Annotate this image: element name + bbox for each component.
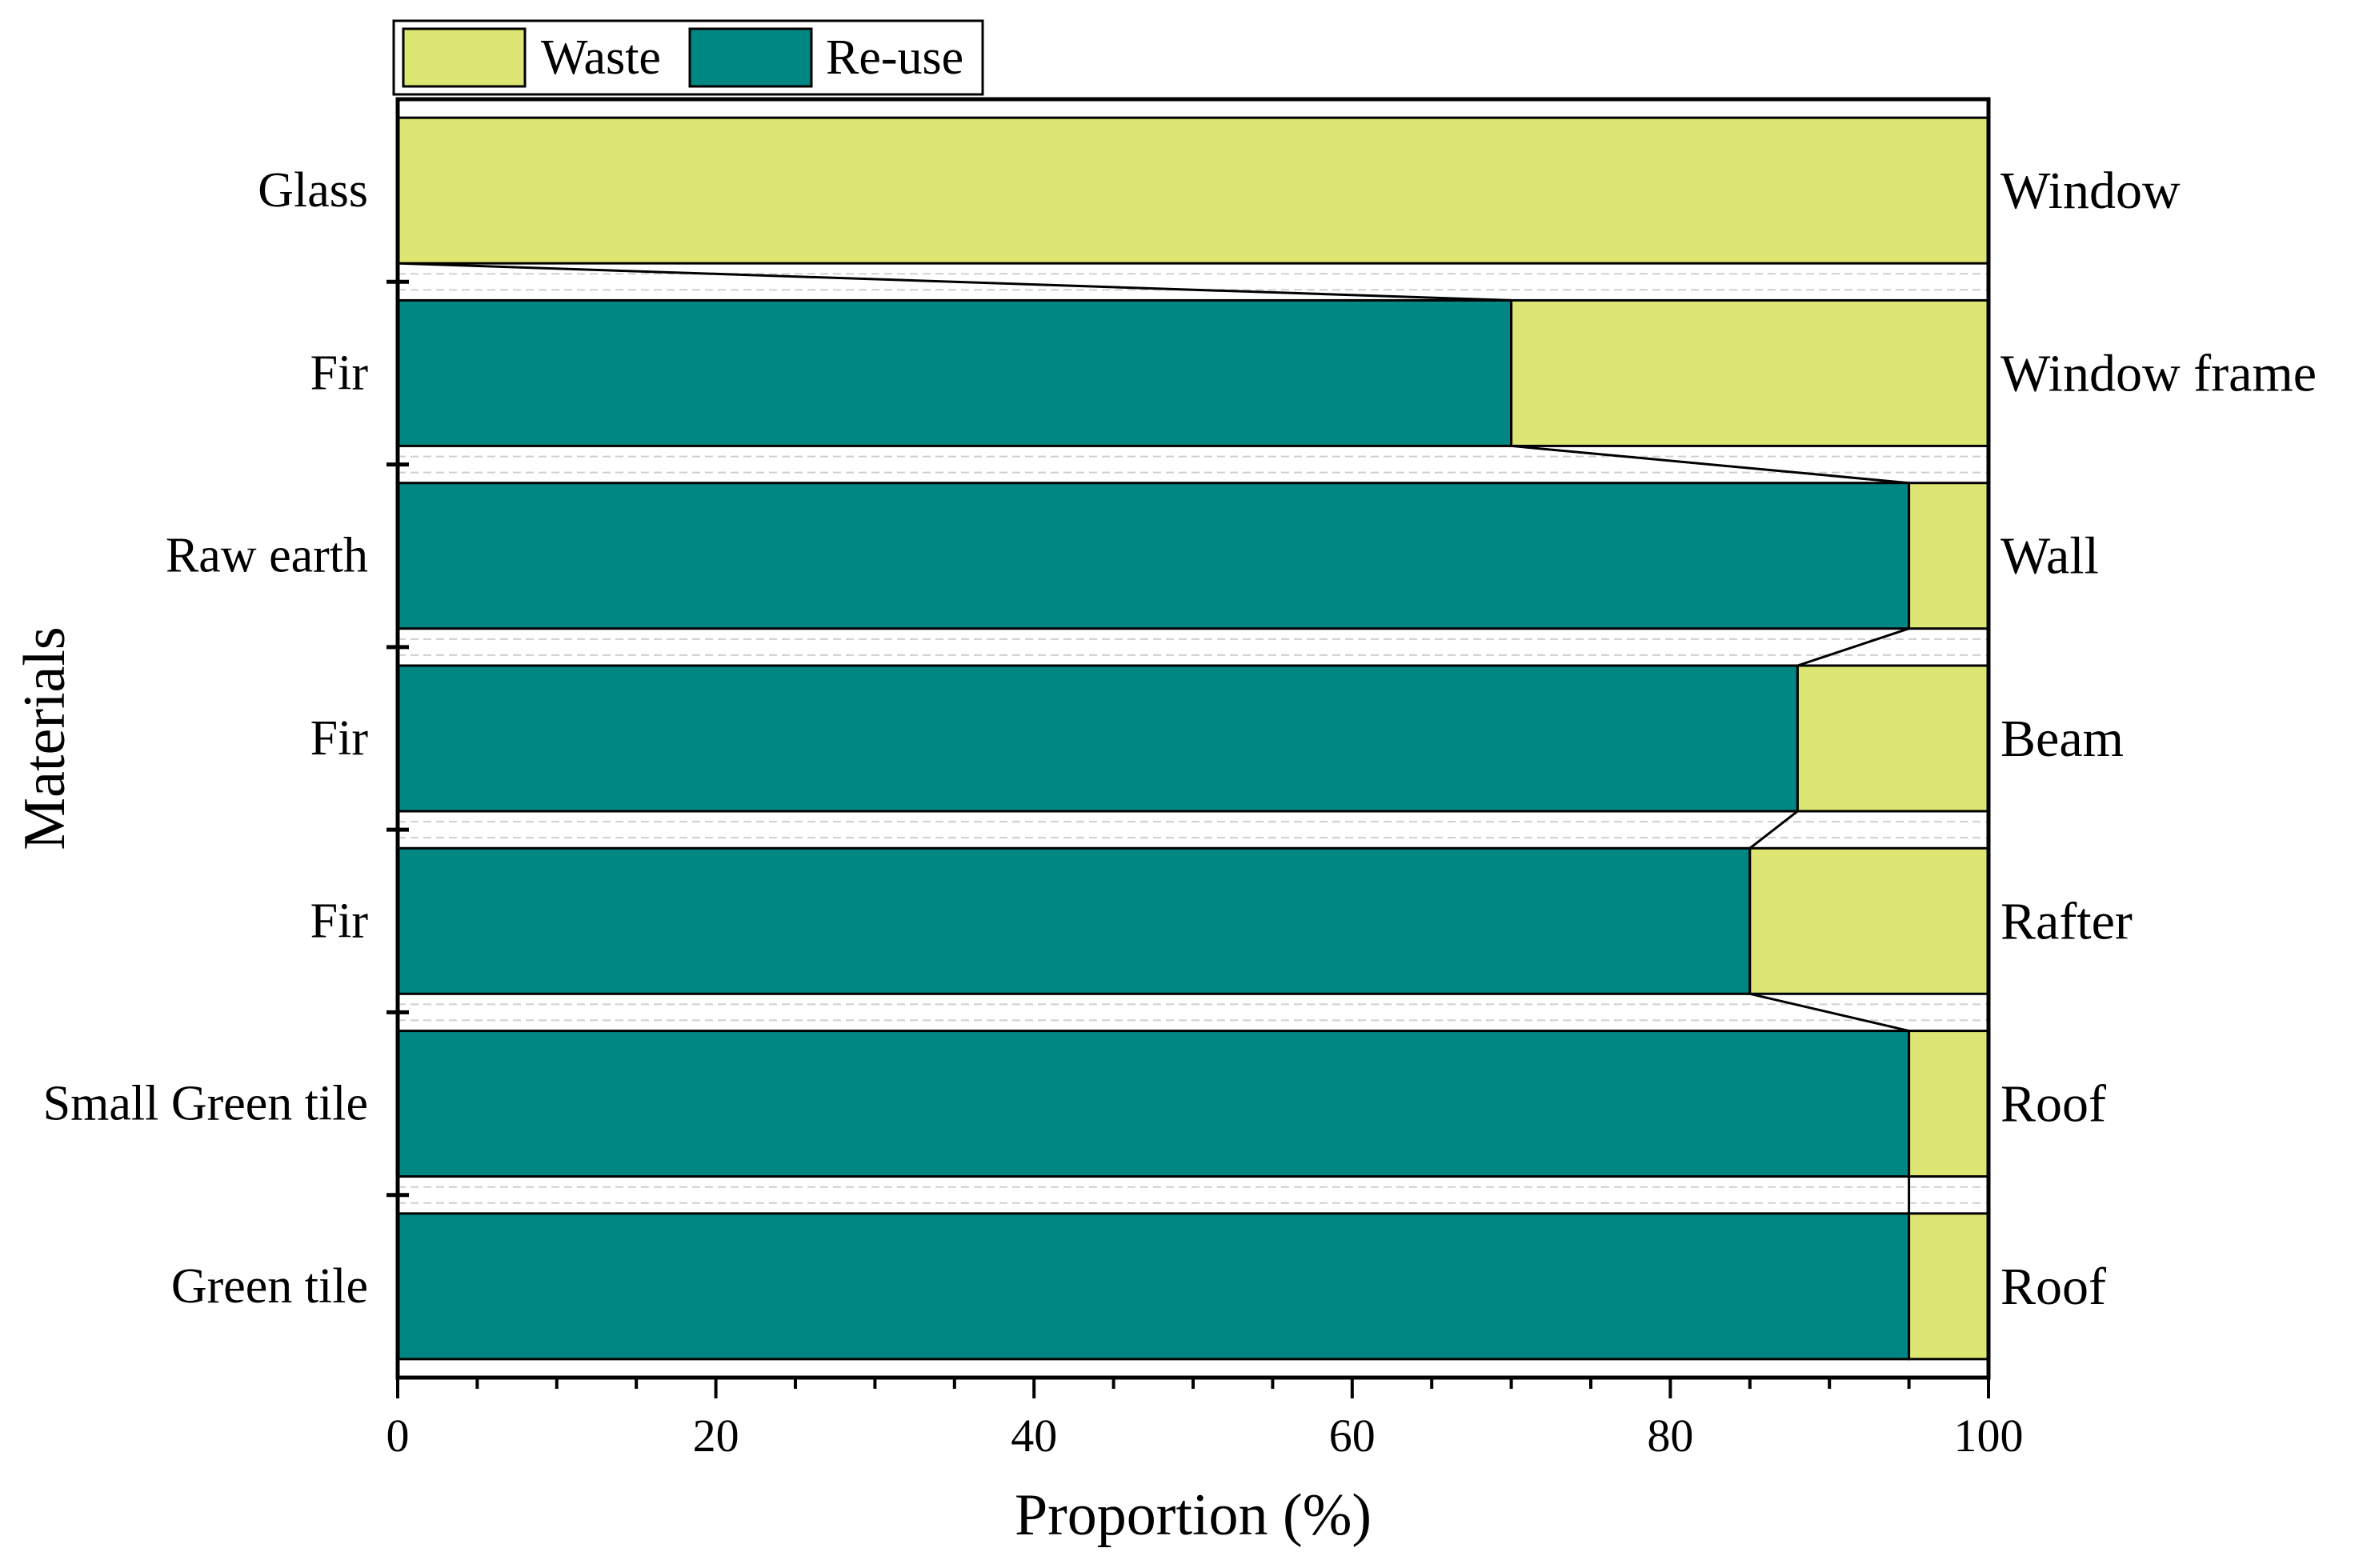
connector-lines: [397, 262, 1911, 1214]
x-tick-label: 20: [693, 1410, 739, 1462]
legend-label-re-use: Re-use: [826, 30, 963, 85]
bar-re-use-small-green-tile: [396, 1030, 1911, 1178]
x-tick-label: 80: [1647, 1410, 1693, 1462]
x-axis: 0 20 40 60 80 100: [386, 1378, 2024, 1462]
bar-re-use-fir: [396, 846, 1752, 995]
x-tick-label: 0: [386, 1410, 410, 1462]
bar-waste-fir: [1748, 846, 1990, 995]
bar-re-use-fir: [396, 298, 1513, 447]
row-separators: [398, 273, 1989, 1204]
bar-waste-small-green-tile: [1908, 1030, 1990, 1178]
category-label: Glass: [258, 163, 368, 218]
legend: Waste Re-use: [392, 19, 984, 96]
bar-waste-raw-earth: [1908, 482, 1990, 630]
connector-line: [1749, 992, 1909, 1033]
bar-re-use-raw-earth: [396, 482, 1911, 630]
bar-waste-fir: [1796, 664, 1990, 813]
connector-line: [1796, 627, 1910, 667]
legend-label-waste: Waste: [541, 30, 661, 85]
connector-line: [1748, 810, 1799, 850]
category-label: Small Green tile: [43, 1077, 368, 1131]
category-label: Fir: [310, 346, 369, 400]
component-label: Rafter: [2001, 892, 2133, 950]
component-label: Roof: [2001, 1258, 2106, 1316]
component-label: Window frame: [2001, 344, 2317, 402]
y-axis-title: Materials: [12, 626, 78, 850]
bars: [396, 116, 1990, 1361]
x-axis-title: Proportion (%): [1015, 1482, 1372, 1548]
connector-line: [397, 262, 1512, 302]
x-tick-label: 100: [1954, 1410, 2024, 1462]
bar-re-use-green-tile: [396, 1212, 1911, 1361]
category-labels: Glass Fir Raw earth Fir Fir Small Green tile G…: [43, 163, 369, 1314]
category-label: Raw earth: [166, 529, 368, 583]
legend-swatch-waste: [402, 27, 527, 88]
bar-waste-fir: [1510, 298, 1990, 447]
connector-line: [1511, 444, 1909, 485]
x-tick-label: 60: [1329, 1410, 1376, 1462]
legend-swatch-re-use: [688, 27, 813, 88]
bar-re-use-fir: [396, 664, 1799, 813]
component-label: Roof: [2001, 1075, 2106, 1134]
category-label: Fir: [310, 711, 369, 766]
category-label: Fir: [310, 894, 369, 948]
category-label: Green tile: [171, 1259, 368, 1314]
component-label: Beam: [2001, 710, 2124, 768]
component-label: Wall: [2001, 527, 2099, 586]
component-label: Window: [2001, 162, 2181, 220]
bar-waste-glass: [396, 116, 1990, 265]
component-labels: Window Window frame Wall Beam Rafter Roof Roof: [2001, 162, 2317, 1316]
y-axis-ticks: [386, 279, 409, 1198]
bar-waste-green-tile: [1908, 1212, 1990, 1361]
x-tick-label: 40: [1011, 1410, 1057, 1462]
